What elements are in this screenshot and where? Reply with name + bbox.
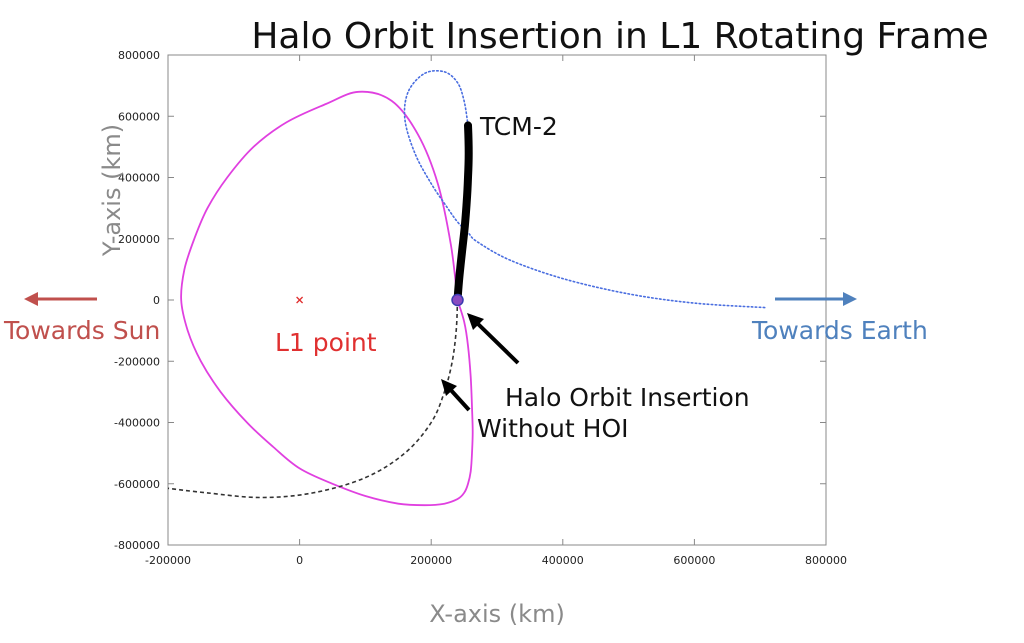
- x-tick-label: -200000: [145, 554, 191, 567]
- x-tick-label: 0: [296, 554, 303, 567]
- series-layer: [167, 69, 768, 507]
- x-tick-label: 800000: [805, 554, 847, 567]
- l1-point-marker: [296, 296, 304, 304]
- towards-earth-annotation: Towards Earth: [751, 292, 928, 345]
- y-axis-label: Y-axis (km): [98, 124, 126, 257]
- towards-earth-arrow-head: [843, 292, 857, 306]
- y-tick-label: -600000: [114, 478, 160, 491]
- without-hoi-annotation: Without HOI: [441, 379, 629, 443]
- x-axis-label: X-axis (km): [429, 600, 565, 628]
- without-hoi-label: Without HOI: [477, 414, 629, 443]
- series-line-solid: [180, 90, 474, 507]
- y-tick-label: 200000: [118, 233, 160, 246]
- tcm2-label: TCM-2: [479, 112, 558, 141]
- without-hoi-arrow: [447, 386, 471, 412]
- hoi-arrow-head: [467, 313, 484, 330]
- x-tick-label: 400000: [542, 554, 584, 567]
- l1-point-label: L1 point: [275, 328, 377, 357]
- y-tick-label: 800000: [118, 49, 160, 62]
- y-tick-label: 400000: [118, 172, 160, 185]
- y-tick-label: -800000: [114, 539, 160, 552]
- towards-sun-label: Towards Sun: [3, 316, 160, 345]
- marker-layer: [296, 293, 464, 307]
- without-hoi-arrow-head: [441, 379, 457, 396]
- hoi-arrow: [474, 320, 520, 365]
- hoi-point-marker: [451, 293, 464, 307]
- chart-title: Halo Orbit Insertion in L1 Rotating Fram…: [251, 16, 988, 57]
- towards-sun-arrow-head: [24, 292, 38, 306]
- series-line-dotted: [403, 69, 768, 309]
- towards-sun-annotation: Towards Sun: [3, 292, 160, 345]
- y-tick-label: -200000: [114, 355, 160, 368]
- y-tick-label: 0: [153, 294, 160, 307]
- tick-layer: -200000 0 200000 400000 600000 800000 -800000 -…: [114, 49, 847, 567]
- x-tick-label: 600000: [673, 554, 715, 567]
- hoi-annotation: Halo Orbit Insertion: [467, 313, 750, 412]
- series-line-thick: [453, 121, 473, 304]
- x-tick-label: 200000: [410, 554, 452, 567]
- y-tick-label: 600000: [118, 110, 160, 123]
- y-tick-label: -400000: [114, 417, 160, 430]
- series-line-dashed: [167, 299, 459, 499]
- hoi-label: Halo Orbit Insertion: [505, 383, 750, 412]
- towards-earth-label: Towards Earth: [751, 316, 928, 345]
